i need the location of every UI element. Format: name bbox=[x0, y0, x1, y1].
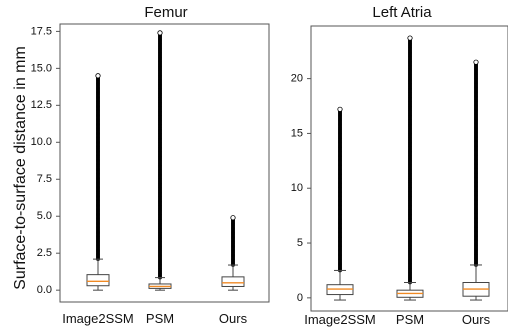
x-tick-label: PSM bbox=[396, 312, 424, 327]
left-atria-panel-title: Left Atria bbox=[372, 4, 432, 21]
y-tick-label: 2.5 bbox=[37, 247, 52, 259]
x-tick-label: Image2SSM bbox=[304, 312, 376, 327]
iqr-box bbox=[86, 274, 110, 287]
femur-panel: Femur 0.0 2.5 5.0 7.5 10.0 12.5 15.0 17.5 Image2… bbox=[31, 4, 270, 326]
x-tick-label: Ours bbox=[462, 312, 491, 327]
y-tick-label: 17.5 bbox=[31, 25, 52, 37]
y-tick-label: 0.0 bbox=[37, 284, 52, 296]
outlier-points bbox=[407, 35, 413, 285]
outlier-points bbox=[230, 215, 236, 267]
y-tick-label: 10 bbox=[291, 182, 303, 194]
outlier-point bbox=[473, 59, 479, 65]
femur-plot-frame bbox=[59, 23, 270, 303]
y-tick-label: 5.0 bbox=[37, 210, 52, 222]
outlier-points bbox=[95, 73, 101, 262]
y-tick-label: 0 bbox=[297, 292, 303, 304]
left-atria-plot-frame bbox=[310, 25, 508, 312]
outlier-point bbox=[407, 35, 413, 41]
outlier-points bbox=[157, 30, 163, 280]
y-tick-label: 12.5 bbox=[31, 99, 52, 111]
outlier-points bbox=[337, 106, 343, 273]
x-tick-label: PSM bbox=[146, 311, 174, 326]
left-atria-panel: Left Atria 0 5 10 15 20 Image2SSM PSM Ours bbox=[291, 4, 508, 327]
y-tick-label: 10.0 bbox=[31, 136, 52, 148]
outlier-point bbox=[95, 73, 101, 79]
outlier-points bbox=[473, 59, 479, 267]
y-tick-label: 5 bbox=[297, 237, 303, 249]
iqr-box bbox=[221, 276, 245, 287]
y-tick-label: 20 bbox=[291, 73, 303, 85]
x-tick-label: Ours bbox=[219, 311, 248, 326]
x-tick-label: Image2SSM bbox=[62, 311, 134, 326]
y-tick-label: 15 bbox=[291, 127, 303, 139]
femur-panel-title: Femur bbox=[144, 4, 187, 21]
y-tick-label: 7.5 bbox=[37, 173, 52, 185]
outlier-point bbox=[157, 30, 163, 36]
outlier-point bbox=[337, 106, 343, 112]
outlier-point bbox=[230, 215, 236, 221]
y-axis-label: Surface-to-surface distance in mm bbox=[12, 46, 29, 290]
y-tick-label: 15.0 bbox=[31, 62, 52, 74]
